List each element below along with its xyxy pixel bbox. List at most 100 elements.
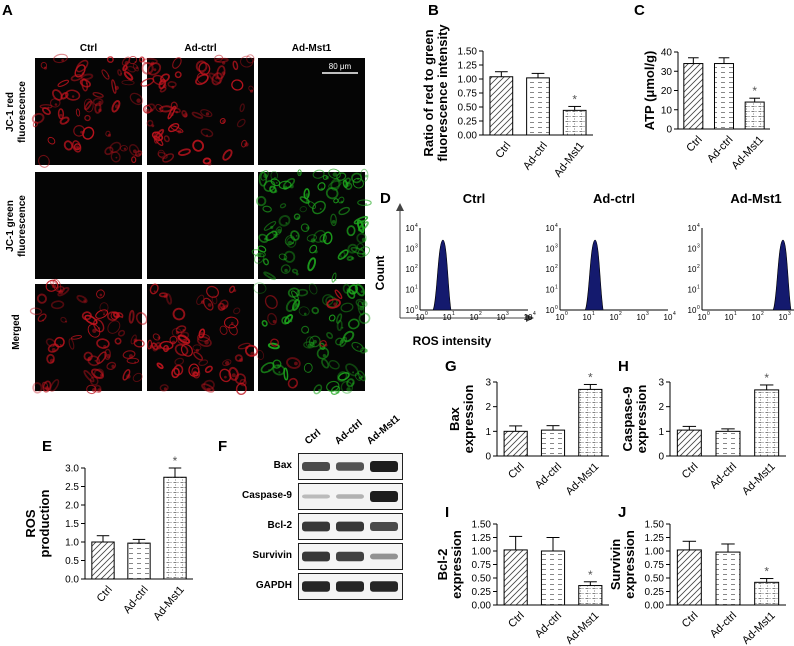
cell-mark xyxy=(246,54,255,64)
cell-mark xyxy=(106,361,117,370)
flow-y-tick-exp: 4 xyxy=(697,223,700,229)
cell-mark xyxy=(336,172,347,181)
flow-x-tick-exp: 0 xyxy=(707,311,710,317)
flow-y-arrowhead xyxy=(396,203,404,211)
y-tick-label: 3 xyxy=(485,378,491,389)
y-tick-label: 1.25 xyxy=(458,61,478,72)
cell-mark xyxy=(42,319,45,322)
cell-mark xyxy=(177,129,182,134)
cell-mark xyxy=(84,314,98,325)
y-tick-label: 2 xyxy=(658,402,664,413)
category-label: Ctrl xyxy=(684,134,704,155)
y-axis-label: fluorescence intensity xyxy=(435,24,450,162)
cell-mark xyxy=(244,344,259,357)
cell-mark xyxy=(114,85,119,91)
blot-band xyxy=(336,521,364,532)
category-label: Ctrl xyxy=(680,461,701,482)
blot-strip xyxy=(298,483,403,510)
flow-title: Ctrl xyxy=(463,191,485,206)
cell-mark xyxy=(32,382,43,394)
cell-mark xyxy=(321,358,330,369)
cell-mark xyxy=(68,338,75,350)
cell-mark xyxy=(106,56,114,63)
cell-mark xyxy=(359,305,364,311)
category-label: Ad-ctrl xyxy=(533,461,564,492)
cell-mark xyxy=(111,79,117,94)
y-tick-label: 0 xyxy=(658,452,664,463)
y-tick-label: 20 xyxy=(661,86,673,97)
cell-mark xyxy=(272,319,277,324)
flow-y-tick-exp: 0 xyxy=(555,305,558,311)
cell-mark xyxy=(253,282,267,294)
cell-mark xyxy=(361,237,367,242)
cell-mark xyxy=(115,156,118,159)
cell-mark xyxy=(152,74,165,86)
blot-strip xyxy=(298,543,403,570)
cell-mark xyxy=(231,373,236,378)
cell-mark xyxy=(354,372,362,381)
flow-x-tick-exp: 3 xyxy=(788,311,791,317)
cell-mark xyxy=(268,369,270,371)
cell-mark xyxy=(311,200,326,215)
cell-mark xyxy=(131,156,137,163)
y-tick-label: 0.25 xyxy=(458,117,478,128)
cell-mark xyxy=(136,98,141,103)
cell-mark xyxy=(219,325,228,335)
cell-mark xyxy=(244,142,249,147)
y-tick-label: 0.25 xyxy=(472,587,492,598)
blot-band xyxy=(336,551,364,562)
cell-mark xyxy=(172,307,186,321)
cell-mark xyxy=(128,56,138,65)
blot-band xyxy=(336,494,364,499)
flow-y-tick-exp: 3 xyxy=(555,244,558,250)
y-axis-label: Bcl-2 xyxy=(435,549,450,581)
cell-mark xyxy=(293,213,301,220)
cell-mark xyxy=(261,319,268,327)
cell-mark xyxy=(325,187,339,200)
flow-y-tick-exp: 0 xyxy=(415,305,418,311)
category-label: Ad-Mst1 xyxy=(729,134,766,172)
scale-bar-label: 80 μm xyxy=(329,62,352,71)
blot-band xyxy=(370,461,398,472)
cell-mark xyxy=(205,112,210,116)
cell-mark xyxy=(96,338,110,349)
flow-x-tick: 10 xyxy=(416,313,425,322)
cell-mark xyxy=(175,325,187,334)
flow-x-tick-exp: 2 xyxy=(479,311,482,317)
category-label: Ctrl xyxy=(680,610,701,631)
cell-mark xyxy=(225,361,230,366)
cell-mark xyxy=(47,106,50,109)
cell-mark xyxy=(81,311,92,321)
cell-mark xyxy=(157,149,165,158)
cell-mark xyxy=(311,306,320,315)
cell-mark xyxy=(162,153,175,163)
cell-mark xyxy=(65,89,81,101)
cell-mark xyxy=(70,335,83,340)
blot-strip xyxy=(298,453,403,480)
cell-mark xyxy=(298,306,310,317)
cell-mark xyxy=(47,136,56,145)
cell-mark xyxy=(96,351,107,365)
bar xyxy=(715,551,741,606)
cell-mark xyxy=(286,321,290,325)
cell-mark xyxy=(211,72,223,86)
cell-mark xyxy=(114,104,120,109)
flow-y-tick-exp: 4 xyxy=(415,223,418,229)
category-label: Ctrl xyxy=(506,461,527,482)
cell-mark xyxy=(323,239,327,243)
cell-mark xyxy=(224,304,228,308)
cell-mark xyxy=(54,103,58,106)
cell-mark xyxy=(357,243,365,251)
cell-mark xyxy=(145,108,150,113)
panel-label-d: D xyxy=(380,190,391,207)
cell-mark xyxy=(42,380,52,393)
cell-mark xyxy=(313,384,323,395)
cell-mark xyxy=(129,92,144,106)
cell-mark xyxy=(94,359,97,362)
cell-mark xyxy=(258,171,268,187)
bar xyxy=(503,430,528,457)
cell-mark xyxy=(324,343,328,347)
y-axis-label: expression xyxy=(449,530,464,599)
cell-mark xyxy=(282,177,296,190)
